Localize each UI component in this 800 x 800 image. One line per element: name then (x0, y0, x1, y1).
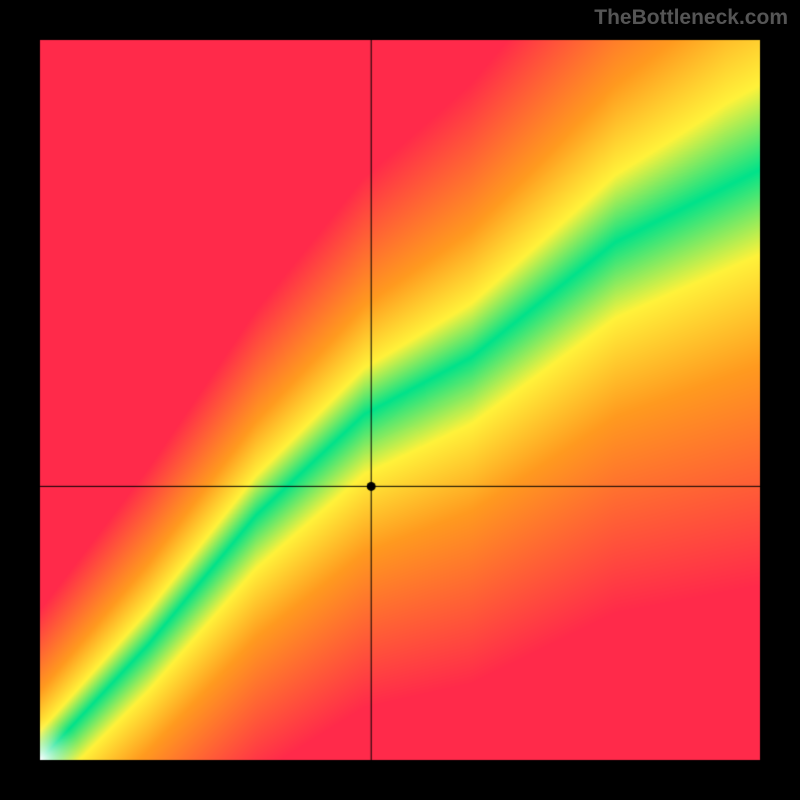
bottleneck-heatmap (0, 0, 800, 800)
watermark-text: TheBottleneck.com (594, 6, 788, 30)
